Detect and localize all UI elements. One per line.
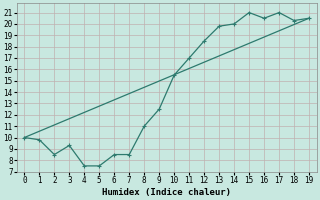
X-axis label: Humidex (Indice chaleur): Humidex (Indice chaleur) (102, 188, 231, 197)
